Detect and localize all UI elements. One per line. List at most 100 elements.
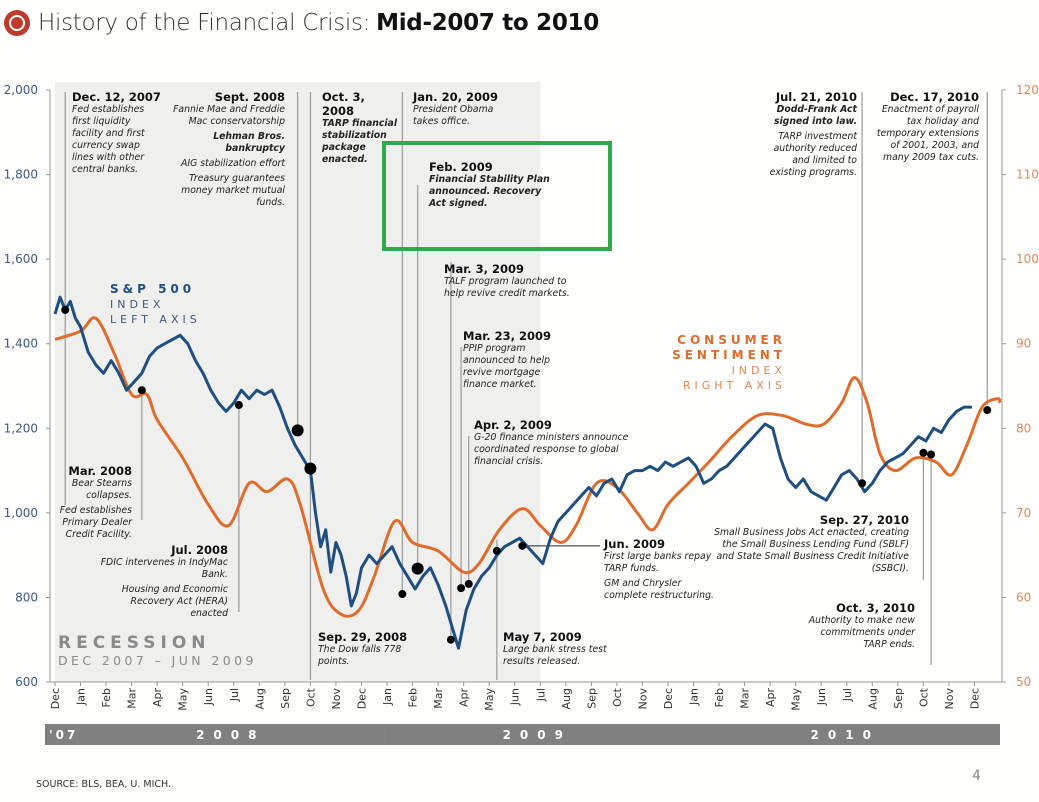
annotation-line: Fed establishes: [72, 104, 145, 115]
x-axis-month-label: Oct: [304, 687, 317, 707]
annotation-text: Small Business Jobs Act enacted, creatin…: [714, 527, 909, 574]
annotation-line: lines with other: [72, 152, 145, 163]
annotation-text: Authority to make new commitments under …: [808, 615, 915, 650]
right-axis-tick-label: 80: [1016, 421, 1031, 435]
right-axis-tick-label: 120: [1016, 83, 1039, 97]
event-marker: [411, 562, 424, 575]
x-axis-month-label: Aug: [253, 688, 266, 709]
annotation-jul-2008: Jul. 2008 FDIC intervenes in IndyMac Ban…: [90, 543, 228, 623]
year-band: [384, 724, 691, 745]
right-axis-tick-label: 70: [1016, 506, 1031, 520]
annotation-sep27-2010: Sep. 27, 2010 Small Business Jobs Act en…: [712, 513, 909, 575]
event-marker: [464, 579, 473, 588]
annotation-date: Oct. 3, 2008: [322, 90, 365, 118]
sp500-line: [53, 295, 972, 650]
annotation-text: FDIC intervenes in IndyMac Bank.: [100, 557, 228, 580]
sentiment-legend: CONSUMER SENTIMENT INDEX RIGHT AXIS: [600, 333, 786, 393]
highlight-box: [382, 141, 612, 251]
event-marker: [927, 450, 936, 459]
year-band-label: 2010: [811, 728, 880, 742]
annotation-mar3-2009: Mar. 3, 2009 TALF program launched to he…: [444, 262, 584, 300]
annotation-text: Bear Stearns collapses.: [71, 478, 132, 501]
x-axis-month-label: Nov: [330, 688, 343, 710]
x-axis-month-label: Apr: [458, 688, 471, 708]
x-axis-month-label: Jan: [75, 688, 88, 706]
annotation-text: TARP financial stabilization package ena…: [322, 118, 398, 165]
annotation-date: Sep. 29, 2008: [318, 630, 408, 644]
annotation-feb-2009: Feb. 2009 Financial Stability Plan annou…: [429, 160, 559, 210]
x-axis-month-label: Apr: [151, 688, 164, 708]
x-axis-month-label: Sep: [892, 688, 905, 709]
event-marker: [304, 462, 317, 475]
x-axis-month-label: Dec: [49, 688, 62, 709]
x-axis-month-label: Feb: [407, 688, 420, 707]
x-axis-month-label: Feb: [100, 688, 113, 707]
annotation-date: Mar. 23, 2009: [463, 329, 551, 343]
annotation-date: Mar. 2008: [68, 464, 132, 478]
annotation-date: Feb. 2009: [429, 160, 493, 174]
x-axis-month-label: Nov: [636, 688, 649, 710]
annotation-text: Financial Stability Plan announced. Reco…: [429, 174, 550, 209]
x-axis-month-label: Jun: [202, 688, 215, 706]
x-axis-month-label: Aug: [866, 688, 879, 709]
annotation-text: The Dow falls 778 points.: [318, 644, 402, 667]
event-marker: [234, 401, 243, 410]
x-axis-month-label: Mar: [739, 688, 752, 709]
left-axis-tick-label: 2,000: [4, 83, 38, 97]
sentiment-legend-title1: CONSUMER: [677, 333, 786, 347]
annotation-text: GM and Chrysler complete restructuring.: [604, 578, 714, 601]
left-axis-tick-label: 1,400: [4, 337, 38, 351]
year-band-label: 2009: [503, 728, 572, 742]
annotation-oct-2008: Oct. 3, 2008 TARP financial stabilizatio…: [322, 90, 400, 166]
event-marker: [61, 305, 70, 314]
sp500-legend-axis: LEFT AXIS: [110, 313, 201, 326]
recession-label: RECESSION DEC 2007 – JUN 2009: [58, 633, 257, 669]
annotation-text: Fed establishes Primary Dealer Credit Fa…: [59, 505, 132, 540]
recession-title: RECESSION: [58, 633, 211, 653]
annotation-line: first liquidity: [72, 116, 131, 127]
annotation-date: Jul. 2008: [171, 543, 228, 557]
x-axis-month-label: Apr: [764, 688, 777, 708]
x-axis-month-label: Sep: [585, 688, 598, 709]
title-light: History of the Financial Crisis:: [38, 10, 371, 36]
annotation-text: TARP investment authority reduced and li…: [769, 131, 857, 178]
left-axis-tick-label: 1,800: [4, 168, 38, 182]
x-axis-month-label: Feb: [713, 688, 726, 707]
annotation-jan-2009: Jan. 20, 2009 President Obama takes offi…: [413, 90, 513, 128]
sentiment-legend-title2: SENTIMENT: [672, 348, 786, 362]
annotation-dec-2007: Dec. 12, 2007 Fed establishes first liqu…: [72, 90, 172, 176]
annotation-text: Fannie Mae and Freddie Mac conservatorsh…: [173, 104, 285, 127]
annotation-apr-2009: Apr. 2, 2009 G-20 finance ministers anno…: [474, 418, 634, 468]
event-marker: [858, 479, 867, 488]
sentiment-legend-axis: RIGHT AXIS: [682, 379, 786, 392]
x-axis-month-label: Dec: [968, 688, 981, 709]
x-axis-month-label: Oct: [611, 687, 624, 707]
annotation-text: Housing and Economic Recovery Act (HERA)…: [121, 584, 228, 619]
annotation-text: AIG stabilization effort: [180, 158, 285, 169]
annotation-jun-2009: Jun. 2009 First large banks repay TARP f…: [604, 537, 724, 605]
x-axis-month-label: Jun: [815, 688, 828, 706]
right-axis-tick-label: 50: [1016, 675, 1031, 689]
annotation-text: Large bank stress test results released.: [503, 644, 607, 667]
x-axis-month-label: Jul: [228, 688, 241, 702]
event-marker: [457, 584, 466, 593]
x-axis-month-label: May: [177, 688, 190, 711]
year-band: [77, 724, 385, 745]
annotation-mar23-2009: Mar. 23, 2009 PPIP program announced to …: [463, 329, 563, 391]
annotation-sep29-2008: Sep. 29, 2008 The Dow falls 778 points.: [318, 630, 418, 668]
x-axis-month-label: May: [483, 688, 496, 711]
event-marker: [983, 406, 992, 415]
event-marker: [919, 448, 928, 457]
x-axis-month-label: Aug: [560, 688, 573, 709]
page-title: History of the Financial Crisis: Mid-200…: [4, 6, 599, 40]
x-axis-month-label: Jul: [534, 688, 547, 702]
annotation-text: Dodd-Frank Act signed into law.: [773, 104, 857, 127]
annotation-date: Sept. 2008: [214, 90, 285, 104]
annotation-dec-2010: Dec. 17, 2010 Enactment of payroll tax h…: [874, 90, 979, 164]
annotation-jul-2010: Jul. 21, 2010 Dodd-Frank Act signed into…: [757, 90, 857, 182]
annotation-date: Mar. 3, 2009: [444, 262, 524, 276]
left-axis-tick-label: 1,600: [4, 252, 38, 266]
year-band-label: 2008: [196, 728, 265, 742]
annotation-line: central banks.: [72, 164, 139, 175]
annotation-mar-2008: Mar. 2008 Bear Stearns collapses. Fed es…: [52, 464, 132, 544]
